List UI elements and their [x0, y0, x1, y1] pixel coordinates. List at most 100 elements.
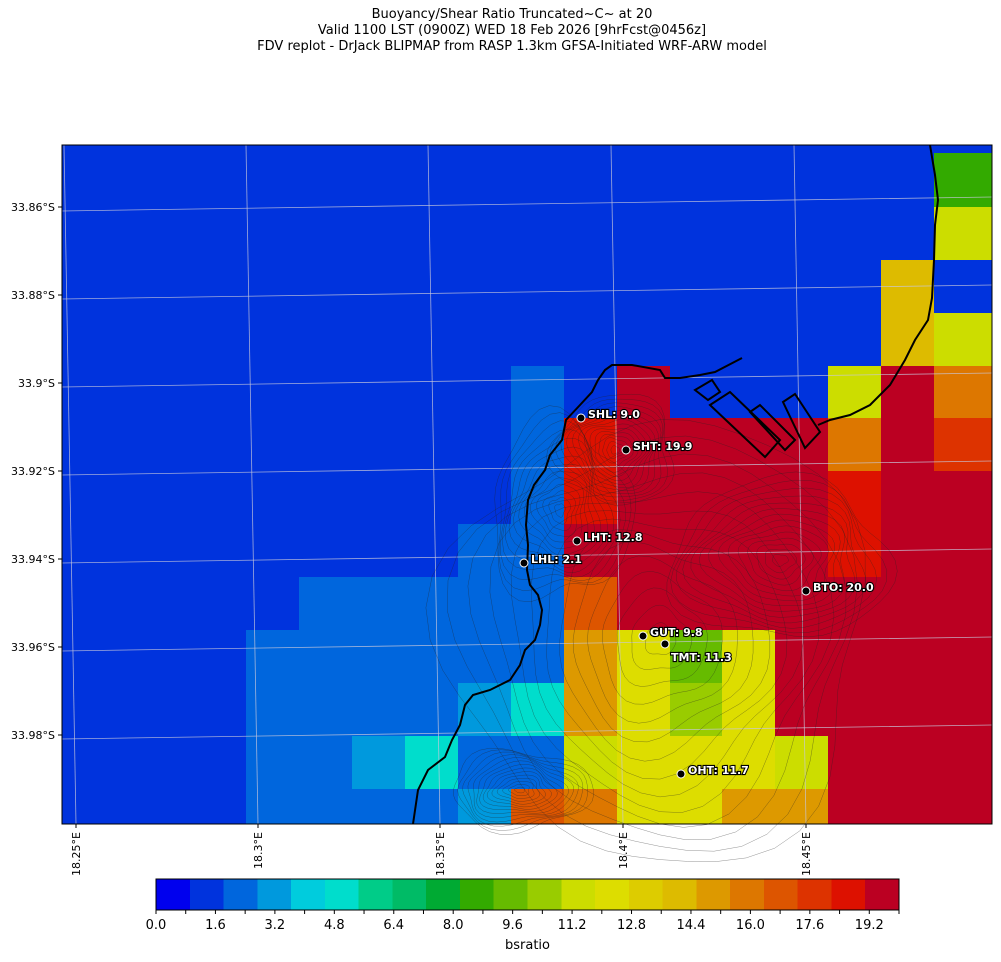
colorbar-swatch: [223, 879, 258, 910]
contour-line: [589, 428, 644, 477]
heatmap-cell: [299, 683, 352, 824]
contour-line: [536, 483, 581, 537]
colorbar-swatch: [696, 879, 731, 910]
colorbar-tick-label: 16.0: [736, 918, 765, 933]
colorbar-swatch: [561, 879, 596, 910]
axis-ticks: 33.86°S 33.88°S 33.9°S 33.92°S 33.94°S 33.96°…: [11, 201, 813, 876]
contour-line: [772, 554, 789, 567]
heatmap-cell: [881, 524, 934, 824]
latitude-gridline: [61, 460, 993, 476]
station-marker: [660, 639, 670, 649]
lat-tick-label: 33.9°S: [18, 377, 55, 390]
heatmap-cell: [405, 683, 458, 736]
heatmap-cell: [722, 789, 775, 824]
lon-tick-label: 18.4°E: [617, 832, 630, 869]
chart-source: FDV replot - DrJack BLIPMAP from RASP 1.…: [257, 39, 767, 54]
contour-line: [606, 441, 625, 459]
terrain-contours: [425, 393, 898, 862]
contour-line: [555, 402, 664, 498]
map-gridlines: [61, 144, 993, 825]
contour-line: [542, 490, 576, 531]
heatmap-cell: [246, 630, 511, 683]
heatmap-cell: [934, 471, 992, 824]
contour-line: [572, 541, 754, 743]
contour-line: [756, 543, 806, 580]
station-label: LHT: 12.8: [584, 531, 643, 544]
contour-line: [560, 406, 662, 494]
contour-line: [698, 508, 845, 612]
heatmap-cell: [564, 789, 617, 824]
station-marker: [676, 769, 686, 779]
colorbar-swatch: [324, 879, 360, 910]
colorbar-tick-label: 9.6: [502, 918, 523, 933]
contour-line: [508, 784, 530, 796]
contour-line: [594, 431, 639, 473]
contour-line: [690, 502, 856, 618]
contour-line: [462, 751, 584, 827]
contour-line: [467, 754, 579, 823]
contour-line: [666, 471, 898, 638]
heatmap-cell: [881, 313, 934, 366]
contour-line: [524, 471, 589, 549]
contour-line: [510, 491, 820, 813]
contour-line: [610, 445, 620, 455]
lon-tick-label: 18.35°E: [434, 832, 447, 876]
station-marker: [576, 413, 586, 423]
contour-line: [548, 497, 571, 525]
colorbar-swatch: [797, 879, 832, 910]
contour-line: [489, 472, 835, 828]
longitude-gridline: [793, 144, 807, 825]
contour-line: [708, 513, 841, 606]
heatmap-cell: [934, 207, 992, 260]
colorbar-swatch: [527, 879, 562, 910]
contour-line: [598, 433, 634, 469]
colorbar-tick-label: 11.2: [558, 918, 587, 933]
station-label: GUT: 9.8: [650, 626, 703, 639]
heatmap-cell: [458, 524, 511, 630]
latitude-gridline: [61, 724, 993, 740]
colorbar-tick-label: 6.4: [383, 918, 404, 933]
map-frame: [61, 144, 993, 825]
colorbar-tick-label: 3.2: [265, 918, 286, 933]
contour-line: [554, 503, 566, 518]
chart-title: Buoyancy/Shear Ratio Truncated~C~ at 20: [371, 7, 653, 22]
colorbar-swatch: [493, 879, 528, 910]
contour-line: [670, 479, 888, 634]
heatmap-cell: [617, 418, 670, 524]
contour-line: [473, 757, 574, 818]
contour-line: [572, 414, 656, 489]
latitude-gridline: [61, 372, 993, 388]
station-label: SHT: 19.9: [633, 440, 692, 453]
contour-line: [550, 398, 668, 502]
coastline-west: [412, 357, 743, 825]
heatmap-cell: [617, 577, 722, 630]
colorbar-tick-label: 19.2: [855, 918, 884, 933]
heatmap-cell: [617, 630, 670, 736]
contour-line: [682, 495, 866, 624]
heatmap-cell: [934, 153, 992, 207]
contour-line: [479, 764, 564, 812]
longitude-gridline: [610, 144, 624, 825]
heatmap-cell: [775, 736, 828, 789]
colorbar-tick-label: 8.0: [443, 918, 464, 933]
contour-line: [502, 781, 535, 799]
colorbar-swatch: [763, 879, 799, 910]
contour-line: [645, 622, 677, 655]
colorbar-tick-label: 14.4: [676, 918, 705, 933]
heatmap-cell: [458, 736, 511, 789]
contour-line: [514, 786, 526, 794]
contour-line: [602, 437, 629, 464]
contour-line: [747, 537, 814, 586]
contour-line: [737, 531, 822, 592]
heatmap-cell: [352, 577, 405, 630]
station-label: OHT: 11.7: [688, 764, 749, 777]
heatmap-cell: [828, 366, 881, 418]
lat-tick-label: 33.86°S: [11, 201, 55, 214]
contour-line: [482, 767, 558, 810]
latitude-gridline: [61, 196, 993, 212]
contour-line: [476, 760, 569, 814]
colorbar-swatch: [730, 879, 765, 910]
contour-line: [453, 747, 594, 835]
heatmap-cell: [511, 524, 564, 683]
longitude-gridline: [427, 144, 441, 825]
